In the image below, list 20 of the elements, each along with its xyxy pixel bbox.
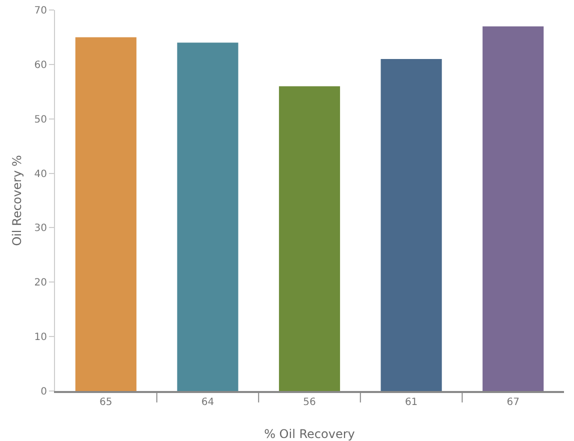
bar [278,86,340,391]
x-tick-label: 64 [201,397,214,408]
y-tick-label: 70 [34,6,47,16]
bar [482,26,544,391]
y-tick-label: 20 [34,278,47,289]
bar [380,58,442,391]
x-tick-label: 61 [404,397,418,408]
y-tick-label: 30 [34,223,47,234]
y-tick-label: 50 [34,114,47,126]
x-tick-label: 65 [100,397,112,408]
x-axis-title: % Oil Recovery [264,427,355,441]
bar [177,42,238,391]
y-axis-title: Oil Recovery % [10,155,24,246]
y-tick-label: 10 [34,332,47,344]
y-tick-label: 60 [34,60,47,71]
x-tick-label: 67 [506,397,520,408]
y-tick-label: 40 [34,168,47,180]
bar [75,37,136,391]
x-tick-label: 56 [303,397,316,408]
y-tick-label: 0 [40,386,47,398]
